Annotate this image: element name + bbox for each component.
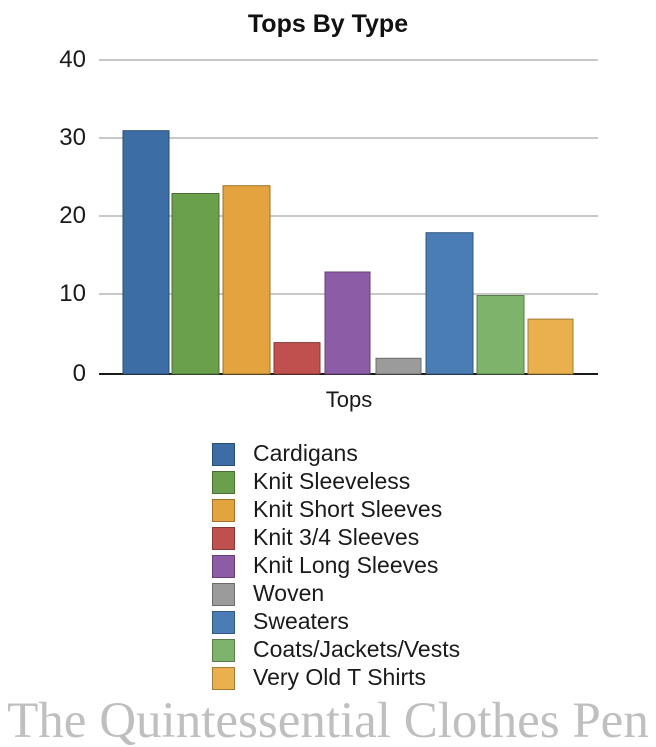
svg-text:10: 10 bbox=[59, 280, 86, 307]
svg-text:0: 0 bbox=[73, 360, 86, 387]
svg-text:Tops By Type: Tops By Type bbox=[248, 10, 408, 38]
svg-text:40: 40 bbox=[59, 46, 86, 73]
svg-text:30: 30 bbox=[59, 124, 86, 151]
svg-text:20: 20 bbox=[59, 202, 86, 229]
svg-text:Tops: Tops bbox=[326, 387, 372, 412]
